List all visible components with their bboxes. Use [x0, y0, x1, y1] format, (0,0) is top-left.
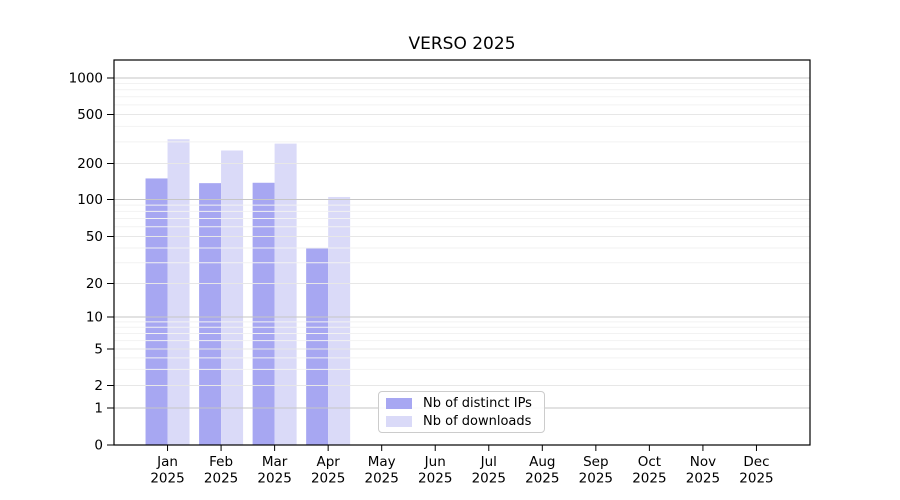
y-tick-label: 0 — [94, 438, 103, 454]
y-tick-label: 1 — [94, 401, 103, 417]
bar-jan-series1 — [167, 139, 190, 446]
bar-apr-series0 — [306, 247, 329, 445]
x-tick-label: Aug 2025 — [525, 454, 559, 487]
y-tick-label: 2 — [94, 378, 103, 394]
legend-label-distinct-ips: Nb of distinct IPs — [423, 395, 532, 411]
x-tick-label: Feb 2025 — [204, 454, 238, 487]
chart-title: VERSO 2025 — [408, 34, 516, 54]
x-tick-label: Jul 2025 — [472, 454, 506, 487]
legend-item-downloads: Nb of downloads — [386, 414, 536, 429]
x-tick-label: Jun 2025 — [418, 454, 452, 487]
bar-mar-series1 — [274, 143, 297, 445]
x-tick-label: Sep 2025 — [579, 454, 613, 487]
bar-mar-series0 — [252, 182, 275, 445]
x-tick-label: Apr 2025 — [311, 454, 345, 487]
bar-jan-series0 — [145, 178, 168, 445]
legend-label-downloads: Nb of downloads — [423, 413, 532, 429]
bar-feb-series0 — [199, 183, 222, 446]
x-tick-label: Nov 2025 — [686, 454, 720, 487]
legend-swatch-distinct-ips — [386, 397, 412, 409]
x-tick-label: Mar 2025 — [257, 454, 291, 487]
y-tick-label: 100 — [77, 192, 103, 208]
y-tick-label: 10 — [86, 310, 103, 326]
y-tick-label: 5 — [94, 342, 103, 358]
bar-feb-series1 — [221, 150, 244, 445]
y-tick-label: 500 — [77, 107, 103, 123]
x-tick-label: Oct 2025 — [632, 454, 666, 487]
x-tick-label: May 2025 — [365, 454, 399, 487]
y-tick-label: 1000 — [69, 71, 103, 87]
plot-border — [113, 59, 811, 446]
bar-apr-series1 — [328, 196, 351, 445]
y-tick-label: 200 — [77, 156, 103, 172]
legend-item-distinct-ips: Nb of distinct IPs — [386, 396, 536, 411]
x-tick-label: Jan 2025 — [150, 454, 184, 487]
x-tick-label: Dec 2025 — [739, 454, 773, 487]
y-tick-label: 50 — [86, 229, 103, 245]
legend: Nb of distinct IPs Nb of downloads — [378, 391, 545, 433]
legend-swatch-downloads — [386, 415, 412, 427]
y-tick-label: 20 — [86, 276, 103, 292]
